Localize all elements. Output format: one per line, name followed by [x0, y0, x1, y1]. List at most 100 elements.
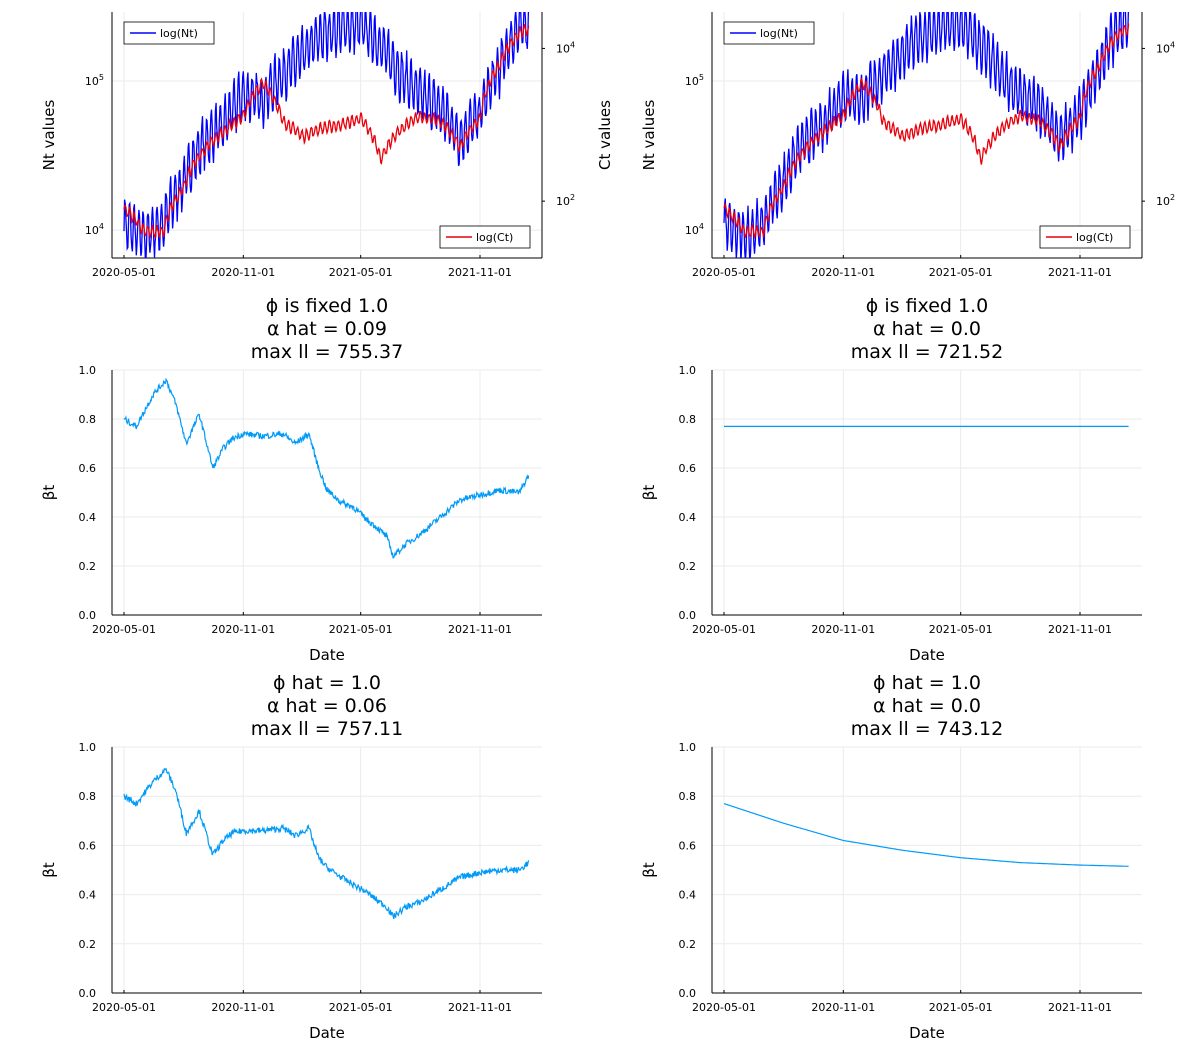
- y-tick-label: 0.6: [79, 462, 97, 475]
- y2-tick-label: 102: [556, 193, 575, 208]
- series-line-beta: [123, 377, 530, 559]
- series-line-lognt: [123, 12, 530, 258]
- panel-middle-right: 2020-05-01 2020-11-01 2021-05-01 2021-11-01…: [640, 295, 1142, 664]
- y-tick-label: 105: [85, 73, 104, 88]
- chart-title-line: α hat = 0.0: [873, 318, 981, 340]
- x-tick-label: 2021-11-01: [1048, 623, 1112, 636]
- x-tick-label: 2020-11-01: [211, 623, 275, 636]
- chart-title-line: α hat = 0.0: [873, 695, 981, 717]
- chart-title-line: α hat = 0.09: [267, 318, 387, 340]
- x-axis-label: Date: [909, 646, 945, 664]
- y2-tick-exp: 4: [1170, 40, 1175, 49]
- y-tick-exp: 5: [699, 73, 704, 82]
- chart-title-line: α hat = 0.06: [267, 695, 387, 717]
- y2-axis-label: Ct values: [596, 100, 614, 170]
- chart-title-line: max ll = 757.11: [251, 718, 403, 740]
- chart-title-line: max ll = 721.52: [851, 341, 1003, 363]
- x-tick-label: 2020-11-01: [211, 266, 275, 279]
- y-tick-label: 0.4: [679, 511, 697, 524]
- x-tick-label: 2021-05-01: [329, 1001, 393, 1014]
- y-tick-label: 0.0: [679, 987, 697, 1000]
- y-tick-label: 0.2: [679, 560, 697, 573]
- x-tick-label: 2020-11-01: [211, 1001, 275, 1014]
- y-tick-label: 104: [685, 222, 704, 237]
- x-tick-label: 2020-05-01: [692, 266, 756, 279]
- y-tick-label: 104: [85, 222, 104, 237]
- y-tick-label: 1.0: [679, 741, 697, 754]
- series-line-logct: [723, 23, 1130, 240]
- x-tick-label: 2020-05-01: [92, 1001, 156, 1014]
- y-tick-exp: 5: [99, 73, 104, 82]
- y-tick-label: 0.8: [679, 413, 697, 426]
- x-tick-label: 2020-05-01: [92, 623, 156, 636]
- legend-box: [723, 21, 815, 45]
- x-tick-label: 2021-05-01: [929, 1001, 993, 1014]
- y-tick-label: 0.4: [679, 889, 697, 902]
- y-tick-label: 1.0: [679, 364, 697, 377]
- y2-tick-label: 104: [1156, 40, 1175, 55]
- x-tick-label: 2021-11-01: [448, 266, 512, 279]
- x-tick-label: 2021-11-01: [1048, 266, 1112, 279]
- series-line-logct: [123, 24, 530, 240]
- y2-tick-base: 10: [556, 42, 570, 55]
- y-tick-label: 0.2: [79, 938, 97, 951]
- panel-middle-left: 2020-05-01 2020-11-01 2021-05-01 2021-11-01…: [40, 295, 542, 664]
- chart-title-line: max ll = 743.12: [851, 718, 1003, 740]
- y2-tick-exp: 2: [570, 193, 575, 202]
- y2-tick-base: 10: [556, 195, 570, 208]
- y-axis-label: Nt values: [640, 99, 658, 170]
- y-tick-label: 1.0: [79, 364, 97, 377]
- legend-label: log(Ct): [476, 231, 513, 244]
- x-tick-label: 2021-11-01: [448, 623, 512, 636]
- x-tick-label: 2020-05-01: [692, 623, 756, 636]
- y-axis-label: βt: [640, 862, 658, 878]
- y2-tick-base: 10: [1156, 42, 1170, 55]
- y-tick-label: 0.6: [79, 839, 97, 852]
- x-tick-label: 2020-11-01: [811, 266, 875, 279]
- y-tick-exp: 4: [699, 222, 704, 231]
- y-tick-label: 0.6: [679, 462, 697, 475]
- y-axis-label: Nt values: [40, 99, 58, 170]
- y-axis-label: βt: [40, 862, 58, 878]
- chart-title-line: ϕ hat = 1.0: [873, 672, 981, 694]
- legend-label: log(Nt): [760, 27, 798, 40]
- panel-top-left: 2020-05-01 2020-11-01 2021-05-01 2021-11-01…: [40, 12, 614, 279]
- x-tick-label: 2021-05-01: [929, 266, 993, 279]
- y-tick-label: 0.4: [79, 511, 97, 524]
- y2-tick-label: 104: [556, 40, 575, 55]
- x-axis-label: Date: [309, 1024, 345, 1042]
- y-tick-label: 0.4: [79, 889, 97, 902]
- y2-tick-base: 10: [1156, 195, 1170, 208]
- y-tick-exp: 4: [99, 222, 104, 231]
- y-tick-label: 1.0: [79, 741, 97, 754]
- y2-tick-exp: 4: [570, 40, 575, 49]
- legend-bottom-right: log(Ct): [439, 225, 531, 249]
- chart-title-line: ϕ is fixed 1.0: [866, 295, 988, 317]
- chart-title-line: ϕ is fixed 1.0: [266, 295, 388, 317]
- legend-top-left: log(Nt): [123, 21, 215, 45]
- y-tick-base: 10: [85, 75, 99, 88]
- y-tick-base: 10: [685, 224, 699, 237]
- y-tick-label: 0.0: [679, 609, 697, 622]
- chart-title-line: ϕ hat = 1.0: [273, 672, 381, 694]
- y-tick-base: 10: [685, 75, 699, 88]
- chart-title-line: max ll = 755.37: [251, 341, 403, 363]
- x-tick-label: 2020-05-01: [692, 1001, 756, 1014]
- x-tick-label: 2021-05-01: [929, 623, 993, 636]
- y-tick-label: 0.2: [679, 938, 697, 951]
- x-tick-label: 2020-11-01: [811, 1001, 875, 1014]
- y-tick-label: 0.8: [79, 790, 97, 803]
- y-tick-label: 0.0: [79, 987, 97, 1000]
- legend-box: [1039, 225, 1131, 249]
- x-axis-label: Date: [909, 1024, 945, 1042]
- x-tick-label: 2021-05-01: [329, 623, 393, 636]
- y-tick-label: 0.6: [679, 839, 697, 852]
- series-line-beta: [123, 767, 530, 920]
- legend-bottom-right: log(Ct): [1039, 225, 1131, 249]
- panel-bottom-right: 2020-05-01 2020-11-01 2021-05-01 2021-11-01…: [640, 672, 1142, 1042]
- legend-box: [123, 21, 215, 45]
- x-tick-label: 2021-05-01: [329, 266, 393, 279]
- series-line-beta: [723, 803, 1129, 867]
- x-tick-label: 2020-05-01: [92, 266, 156, 279]
